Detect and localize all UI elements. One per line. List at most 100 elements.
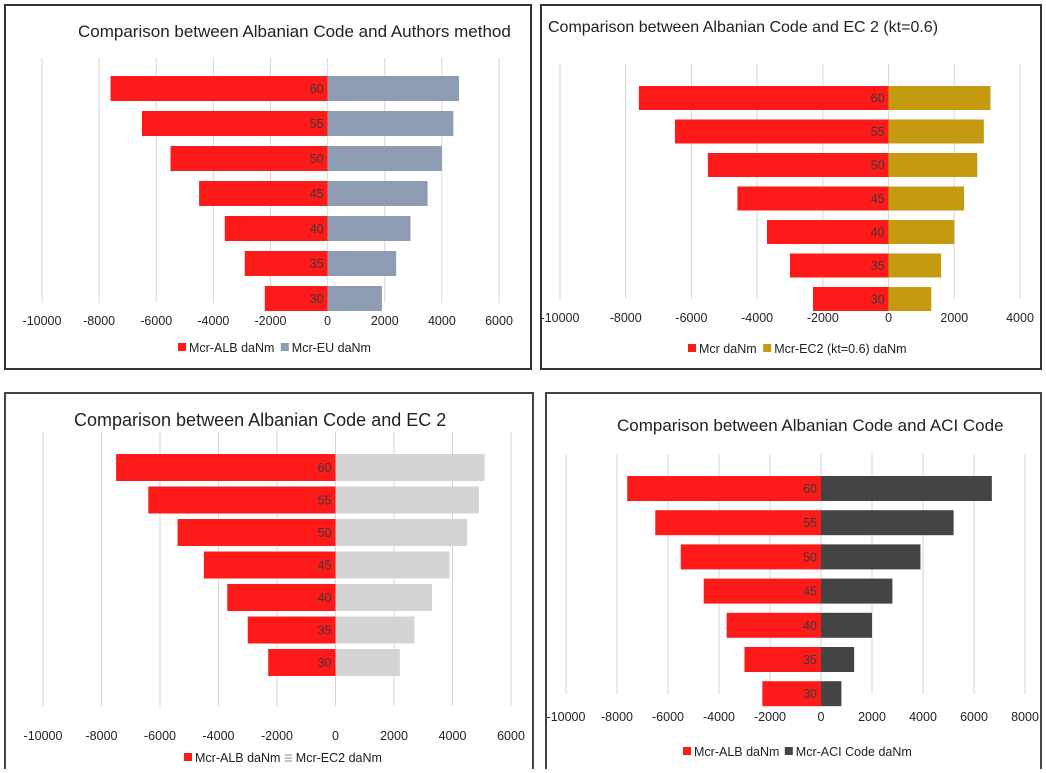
bar-right [888,186,965,211]
bar-right [888,119,984,144]
bar-left [726,612,821,638]
category-label: 55 [803,516,817,530]
legend-swatch [688,344,696,352]
bar-right [821,612,872,638]
bar-right [327,286,382,311]
chart-panel-aci: Comparison between Albanian Code and ACI… [545,392,1042,769]
bar-left [244,251,328,276]
bar-left [627,476,821,501]
bar-left [264,286,328,311]
bar-left [268,649,336,676]
legend-swatch [763,344,772,352]
bar-left [790,253,889,278]
category-label: 45 [310,187,324,201]
category-label: 60 [871,92,885,106]
category-label: 35 [310,257,324,271]
category-label: 35 [318,624,332,638]
bar-right [888,220,955,244]
category-label: 35 [871,259,885,273]
bar-right [335,486,479,514]
bar-right [821,681,842,707]
bar-right [821,578,893,604]
bar-left [141,111,328,136]
bar-right [327,216,411,241]
legend-label: Mcr-ALB daNm [195,751,280,765]
x-tick-label: 2000 [380,729,408,743]
x-tick-label: -8000 [601,710,633,724]
x-tick-label: 4000 [428,314,456,328]
category-label: 30 [871,293,885,307]
category-label: 50 [310,152,324,166]
category-label: 30 [310,292,324,306]
chart-title: Comparison between Albanian Code and ACI… [617,416,1004,435]
x-tick-label: 2000 [858,710,886,724]
bar-right [335,584,433,611]
x-tick-label: -6000 [675,311,707,325]
legend-swatch [184,753,192,761]
x-tick-label: -10000 [24,729,63,743]
chart-svg-ec2: Comparison between Albanian Code and EC … [24,410,525,765]
bar-left [703,578,821,604]
bar-right [821,647,855,672]
category-label: 50 [803,550,817,564]
x-tick-label: 4000 [909,710,937,724]
x-tick-label: -8000 [83,314,115,328]
bar-left [247,616,336,644]
category-label: 60 [310,82,324,96]
bar-right [335,649,400,676]
bar-right [327,76,460,101]
bar-right [335,551,450,579]
category-label: 55 [310,117,324,131]
x-tick-label: 6000 [960,710,988,724]
x-tick-label: -2000 [807,311,839,325]
chart-svg-aci: Comparison between Albanian Code and ACI… [547,416,1039,759]
category-label: 40 [318,591,332,605]
bar-right [821,510,954,536]
bar-left [199,181,328,206]
category-label: 45 [803,585,817,599]
x-tick-label: -8000 [86,729,118,743]
bar-left [110,76,328,101]
x-tick-label: -10000 [23,314,62,328]
bar-left [224,216,328,241]
bar-left [655,510,821,536]
bar-right [327,251,397,276]
legend-label: Mcr-ALB daNm [694,745,779,759]
x-tick-label: -2000 [255,314,287,328]
legend-swatch [683,747,691,755]
bar-right [888,287,932,311]
category-label: 40 [803,619,817,633]
x-tick-label: 6000 [485,314,513,328]
bar-right [888,153,978,177]
legend-swatch [280,343,289,351]
bar-left [707,153,889,177]
bar-left [170,146,328,171]
x-tick-label: -2000 [754,710,786,724]
chart-title: Comparison between Albanian Code and Aut… [78,22,511,41]
legend-swatch [178,343,186,351]
legend-label: Mcr daNm [699,342,757,356]
bar-left [762,681,821,707]
legend-label: Mcr-EC2 daNm [296,751,382,765]
bar-right [821,544,921,570]
chart-svg-ec2-kt: Comparison between Albanian Code and EC … [542,19,1034,356]
category-label: 45 [871,192,885,206]
x-tick-label: -8000 [610,311,642,325]
x-tick-label: 0 [885,311,892,325]
category-label: 30 [318,656,332,670]
bar-left [177,519,336,546]
bar-left [203,551,336,579]
chart-svg-authors: Comparison between Albanian Code and Aut… [23,22,513,355]
x-tick-label: 0 [332,729,339,743]
category-label: 30 [803,687,817,701]
bar-right [888,86,991,110]
bar-left [767,220,889,244]
legend-label: Mcr-EU daNm [292,341,371,355]
bar-right [888,253,942,278]
bar-left [675,119,889,144]
x-tick-label: -6000 [144,729,176,743]
bar-left [148,486,336,514]
x-tick-label: -4000 [741,311,773,325]
chart-panel-ec2: Comparison between Albanian Code and EC … [4,392,534,769]
x-tick-label: 0 [324,314,331,328]
